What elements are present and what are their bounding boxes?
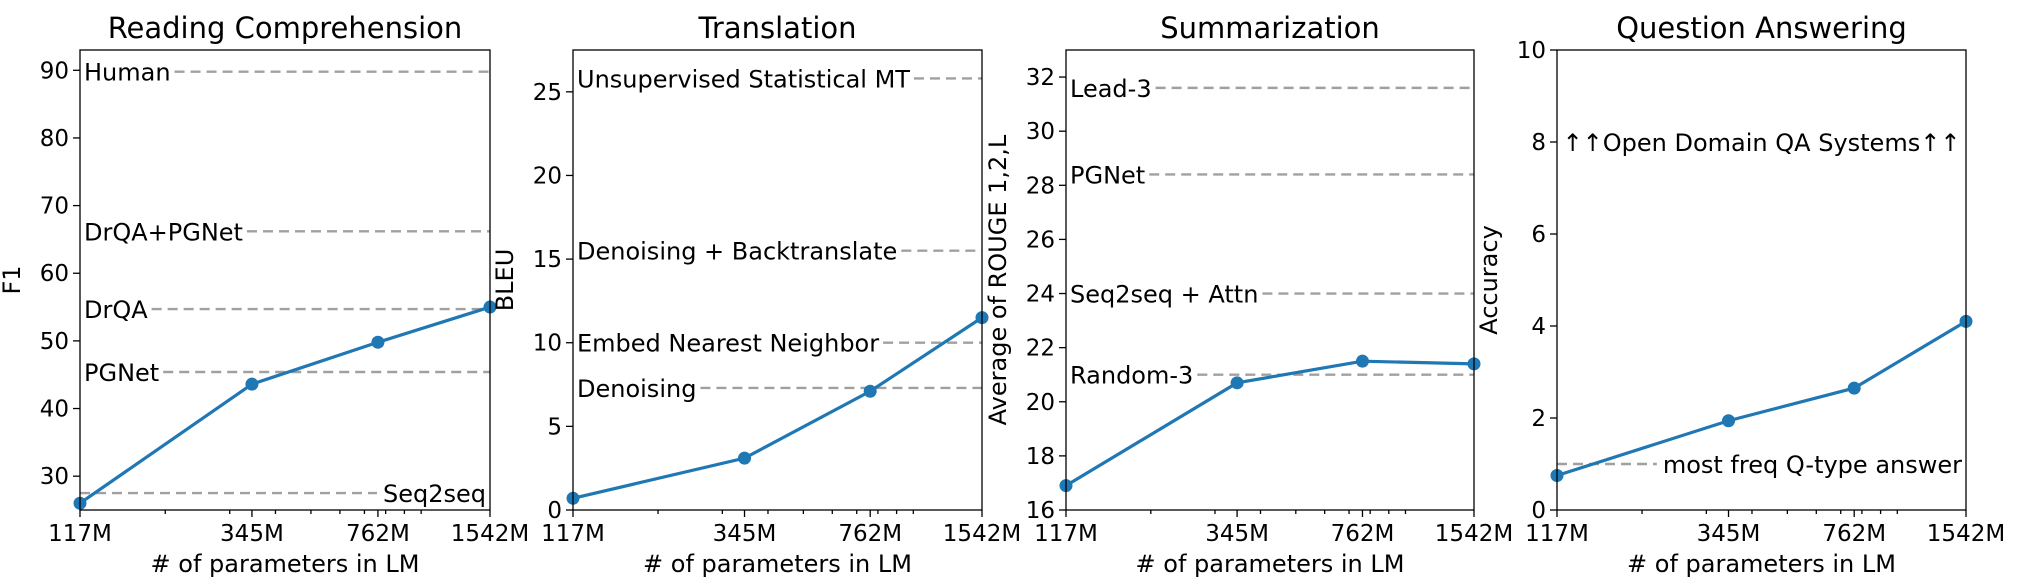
x-tick-label: 117M [1525, 521, 1589, 547]
y-tick-label: 70 [40, 194, 69, 220]
reference-label: Unsupervised Statistical MT [577, 65, 910, 93]
reference-label: Embed Nearest Neighbor [577, 330, 879, 358]
y-tick-label: 22 [1026, 336, 1055, 362]
y-axis-label: F1 [0, 265, 26, 294]
x-tick-label: 1542M [1927, 521, 2005, 547]
y-tick-label: 6 [1531, 222, 1546, 248]
y-axis-label: Average of ROUGE 1,2,L [984, 134, 1012, 425]
chart-panel-2: Translation 0 5 10 15 20 25 117M 345M 762M 1542M # … [491, 11, 1021, 578]
y-tick-label: 8 [1531, 130, 1546, 156]
x-tick-label: 1542M [1435, 521, 1513, 547]
x-axis-label: # of parameters in LM [643, 550, 912, 578]
x-tick-label: 762M [1331, 521, 1395, 547]
y-tick-label: 5 [547, 414, 562, 440]
y-tick-label: 2 [1531, 406, 1546, 432]
x-tick-label: 762M [346, 521, 410, 547]
chart-panel-3: Summarization 16 18 20 22 24 26 28 30 32 117M 345M 7… [984, 11, 1513, 578]
x-axis-label: # of parameters in LM [1627, 550, 1896, 578]
x-tick-label: 345M [220, 521, 284, 547]
y-tick-label: 50 [40, 329, 69, 355]
data-point [371, 335, 385, 349]
y-tick-label: 0 [547, 498, 562, 524]
x-tick-label: 117M [1034, 521, 1098, 547]
y-tick-label: 60 [40, 261, 69, 287]
data-point [245, 377, 259, 391]
reference-label: Denoising [577, 375, 696, 403]
y-tick-label: 24 [1026, 282, 1055, 308]
reference-label: PGNet [1070, 161, 1145, 189]
y-tick-label: 10 [533, 331, 562, 357]
y-tick-label: 80 [40, 126, 69, 152]
reference-label: Lead-3 [1070, 75, 1152, 103]
series-line [572, 316, 983, 500]
annotation-label: ↑↑Open Domain QA Systems↑↑ [1563, 129, 1961, 157]
chart-title: Question Answering [1616, 11, 1907, 45]
x-axis-label: # of parameters in LM [151, 550, 420, 578]
y-tick-label: 0 [1531, 498, 1546, 524]
data-point [1722, 414, 1736, 428]
series-line [1065, 359, 1475, 488]
y-tick-label: 10 [1517, 38, 1546, 64]
data-point [1847, 381, 1861, 395]
x-tick-label: 345M [1697, 521, 1761, 547]
series-line [79, 305, 491, 505]
plot-frame [1065, 49, 1475, 511]
x-tick-label: 1542M [451, 521, 529, 547]
y-tick-label: 30 [40, 464, 69, 490]
x-tick-label: 345M [1205, 521, 1269, 547]
data-point [1230, 376, 1244, 390]
series-line [1556, 320, 1967, 478]
y-tick-label: 40 [40, 397, 69, 423]
reference-label: Random-3 [1070, 362, 1193, 390]
y-tick-label: 15 [533, 247, 562, 273]
y-tick-label: 4 [1531, 314, 1546, 340]
plot-frame [79, 49, 491, 511]
reference-label: PGNet [84, 359, 159, 387]
chart-title: Translation [697, 11, 856, 45]
reference-label: Seq2seq [383, 480, 486, 508]
reference-label: DrQA+PGNet [84, 218, 243, 246]
x-tick-label: 345M [713, 521, 777, 547]
chart-panel-4: Question Answering 0 2 4 6 8 10 117M 345M 762M 154… [1475, 11, 2005, 578]
reference-label: Human [84, 59, 171, 87]
y-tick-label: 16 [1026, 498, 1055, 524]
y-tick-label: 30 [1026, 119, 1055, 145]
reference-label: DrQA [84, 296, 148, 324]
y-tick-label: 32 [1026, 65, 1055, 91]
data-point [738, 451, 752, 465]
plot-frame [572, 49, 983, 511]
y-tick-label: 26 [1026, 227, 1055, 253]
y-tick-label: 20 [1026, 390, 1055, 416]
data-point [1355, 354, 1369, 368]
x-tick-label: 762M [1822, 521, 1886, 547]
x-tick-label: 762M [838, 521, 902, 547]
y-axis-label: Accuracy [1475, 225, 1503, 335]
chart-panel-1: Reading Comprehension 30 40 50 60 70 80 90 117M 3… [0, 11, 529, 578]
x-axis-label: # of parameters in LM [1136, 550, 1405, 578]
y-tick-label: 25 [533, 80, 562, 106]
x-tick-label: 1542M [943, 521, 1021, 547]
chart-title: Reading Comprehension [108, 11, 463, 45]
reference-label: most freq Q-type answer [1663, 451, 1962, 479]
plot-frame [1556, 49, 1967, 511]
x-tick-label: 117M [541, 521, 605, 547]
chart-title: Summarization [1160, 11, 1380, 45]
y-tick-label: 28 [1026, 173, 1055, 199]
y-axis-label: BLEU [491, 249, 519, 312]
x-tick-label: 117M [48, 521, 112, 547]
y-tick-label: 20 [533, 163, 562, 189]
reference-label: Denoising + Backtranslate [577, 238, 897, 266]
y-tick-label: 90 [40, 58, 69, 84]
y-tick-label: 18 [1026, 444, 1055, 470]
reference-label: Seq2seq + Attn [1070, 281, 1258, 309]
data-point [863, 384, 877, 398]
